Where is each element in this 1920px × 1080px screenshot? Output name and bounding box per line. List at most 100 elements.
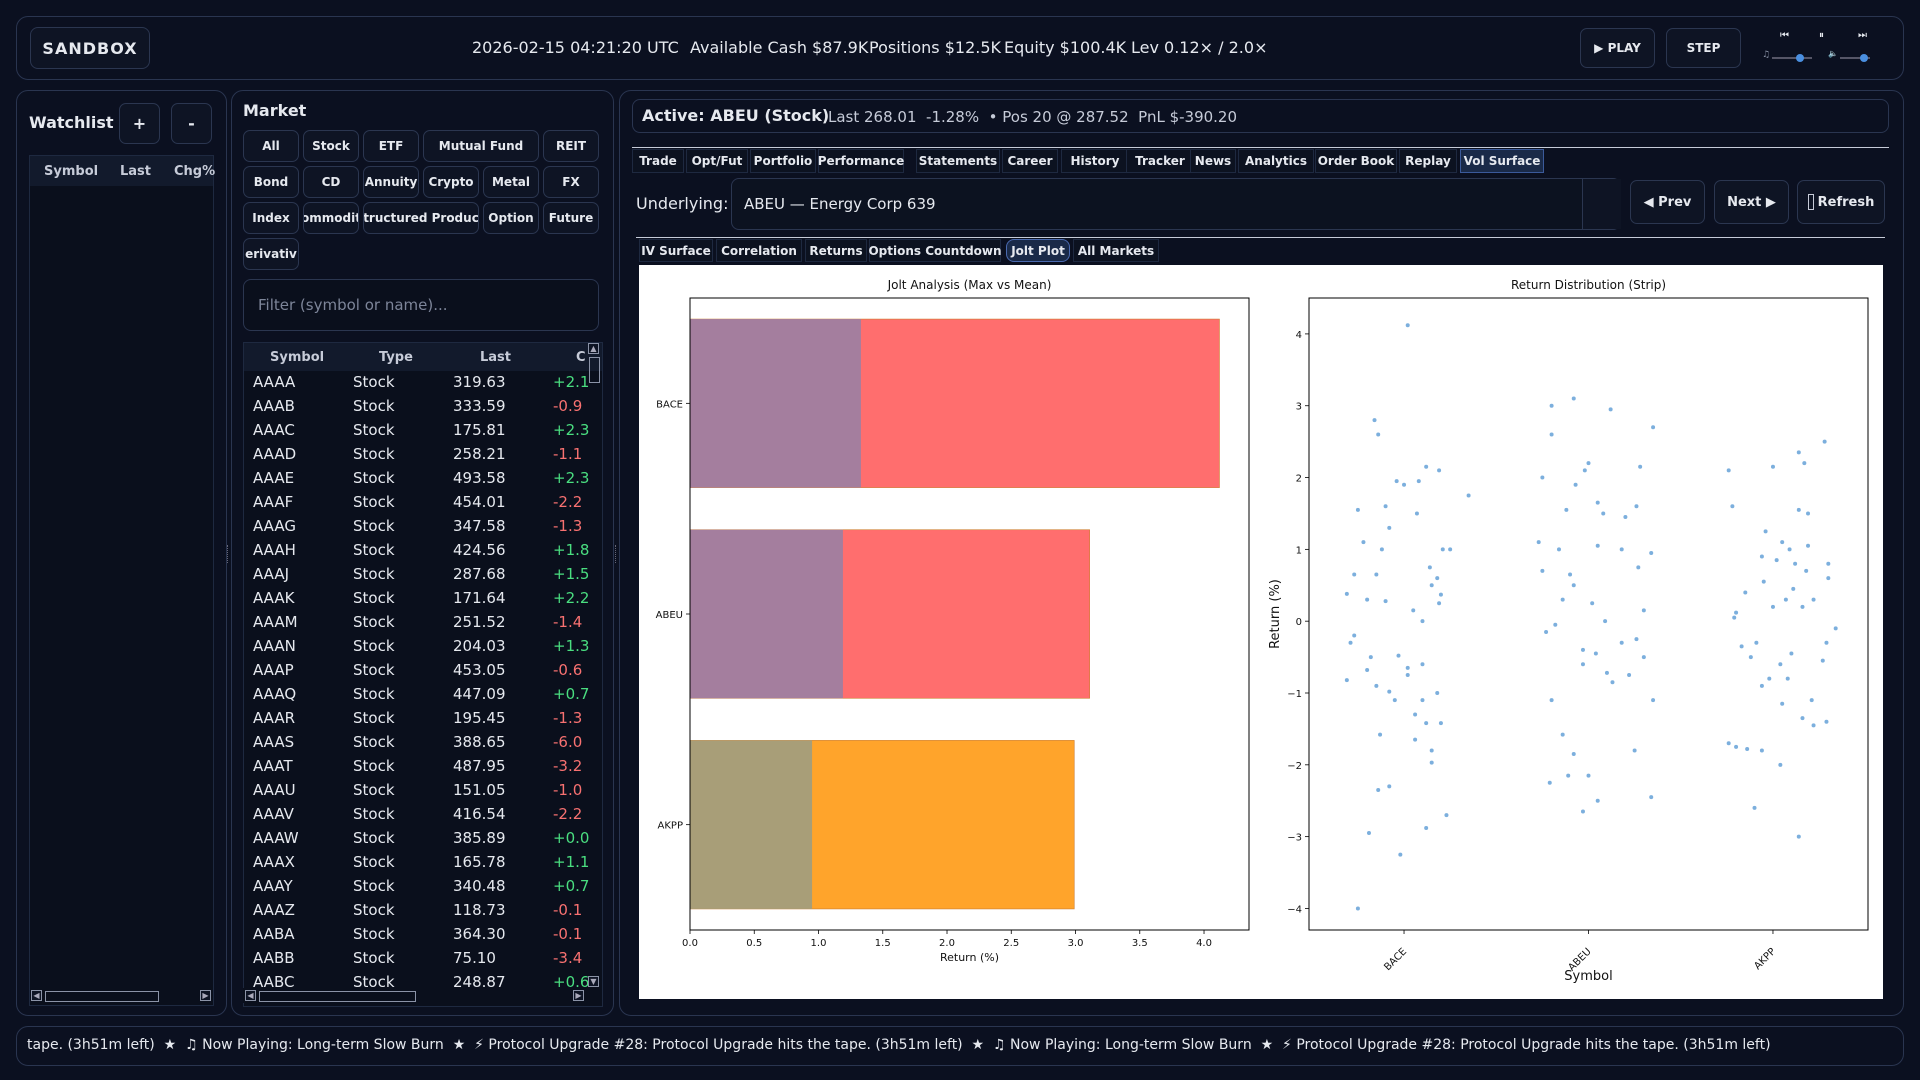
table-row[interactable]: AAAK Stock 171.64 +2.2 (253, 587, 613, 611)
next-track-icon[interactable]: ⏭ (1858, 30, 1867, 41)
scrollbar-thumb[interactable] (45, 991, 159, 1002)
volume-slider[interactable] (1840, 54, 1870, 62)
market-filter-etf[interactable]: ETF (363, 130, 419, 162)
table-row[interactable]: AAAU Stock 151.05 -1.0 (253, 779, 613, 803)
step-button[interactable]: STEP (1666, 28, 1741, 68)
tab-portfolio[interactable]: Portfolio (750, 149, 816, 173)
table-row[interactable]: AAAY Stock 340.48 +0.7 (253, 875, 613, 899)
scroll-down-arrow[interactable]: ▼ (588, 976, 599, 987)
prev-track-icon[interactable]: ⏮ (1780, 30, 1789, 41)
music-slider-knob[interactable] (1796, 54, 1804, 62)
table-row[interactable]: AAAE Stock 493.58 +2.3 (253, 467, 613, 491)
watchlist-col-symbol[interactable]: Symbol (44, 164, 99, 179)
subtab-correlation[interactable]: Correlation (716, 239, 802, 262)
market-col-symbol[interactable]: Symbol (270, 350, 325, 365)
market-vscrollbar[interactable]: ▲ ▼ (587, 343, 600, 989)
tab-trade[interactable]: Trade (632, 149, 684, 173)
market-col-chg[interactable]: C (576, 350, 586, 365)
play-button[interactable]: ▶ PLAY (1580, 28, 1655, 68)
scroll-right-arrow[interactable]: ▶ (200, 990, 211, 1001)
hscroll-thumb[interactable] (259, 991, 416, 1002)
pause-icon[interactable]: ⏸ (1819, 30, 1824, 41)
market-hscrollbar[interactable]: ◀ ▶ (243, 988, 587, 1003)
table-row[interactable]: AAAX Stock 165.78 +1.1 (253, 851, 613, 875)
tab-vol-surface[interactable]: Vol Surface (1460, 149, 1544, 173)
table-row[interactable]: AAAN Stock 204.03 +1.3 (253, 635, 613, 659)
strip-point-akpp (1759, 748, 1764, 753)
table-row[interactable]: AAAQ Stock 447.09 +0.7 (253, 683, 613, 707)
refresh-button[interactable]: Refresh (1797, 180, 1885, 224)
table-row[interactable]: AAAC Stock 175.81 +2.3 (253, 419, 613, 443)
table-row[interactable]: AAAA Stock 319.63 +2.1 (253, 371, 613, 395)
subtab-iv-surface[interactable]: IV Surface (639, 239, 713, 262)
market-filter-erivativ[interactable]: erivativ (243, 238, 299, 270)
table-row[interactable]: AAAG Stock 347.58 -1.3 (253, 515, 613, 539)
tab-performance[interactable]: Performance (818, 149, 904, 173)
market-filter-reit[interactable]: REIT (543, 130, 599, 162)
volume-slider-knob[interactable] (1860, 54, 1868, 62)
market-filter-tructured-produc[interactable]: tructured Produc (363, 202, 479, 234)
subtab-options-countdown[interactable]: Options Countdown (868, 239, 1002, 262)
market-filter-metal[interactable]: Metal (483, 166, 539, 198)
scroll-left-arrow[interactable]: ◀ (245, 990, 256, 1001)
scroll-left-arrow[interactable]: ◀ (31, 990, 42, 1001)
table-row[interactable]: AAAW Stock 385.89 +0.0 (253, 827, 613, 851)
tab-news[interactable]: News (1190, 149, 1236, 173)
table-row[interactable]: AAAV Stock 416.54 -2.2 (253, 803, 613, 827)
market-col-last[interactable]: Last (480, 350, 512, 365)
watchlist-col-chg[interactable]: Chg% (174, 164, 216, 179)
row-last: 204.03 (453, 637, 506, 655)
tab-analytics[interactable]: Analytics (1238, 149, 1314, 173)
market-filter-crypto[interactable]: Crypto (423, 166, 479, 198)
market-filter-input[interactable]: Filter (symbol or name)... (243, 279, 599, 331)
table-row[interactable]: AAAJ Stock 287.68 +1.5 (253, 563, 613, 587)
scroll-up-arrow[interactable]: ▲ (588, 343, 599, 354)
table-row[interactable]: AABC Stock 248.87 +0.6 (253, 971, 613, 990)
underlying-select[interactable]: ABEU — Energy Corp 639 (731, 178, 1621, 230)
watchlist-remove-button[interactable]: - (171, 103, 212, 144)
prev-button[interactable]: ◀ Prev (1630, 180, 1705, 224)
market-filter-ommodit[interactable]: ommodit (303, 202, 359, 234)
table-row[interactable]: AABB Stock 75.10 -3.4 (253, 947, 613, 971)
subtab-jolt-plot[interactable]: Jolt Plot (1006, 239, 1070, 262)
tab-history[interactable]: History (1061, 149, 1129, 173)
table-row[interactable]: AAAD Stock 258.21 -1.1 (253, 443, 613, 467)
market-filter-all[interactable]: All (243, 130, 299, 162)
music-slider[interactable] (1772, 54, 1812, 62)
market-filter-fx[interactable]: FX (543, 166, 599, 198)
table-row[interactable]: AAAH Stock 424.56 +1.8 (253, 539, 613, 563)
table-row[interactable]: AAAS Stock 388.65 -6.0 (253, 731, 613, 755)
watchlist-hscrollbar[interactable]: ◀ ▶ (30, 988, 213, 1003)
market-filter-cd[interactable]: CD (303, 166, 359, 198)
market-filter-annuity[interactable]: Annuity (363, 166, 419, 198)
dropdown-arrow-area[interactable] (1582, 179, 1621, 229)
tab-career[interactable]: Career (1002, 149, 1058, 173)
table-row[interactable]: AABA Stock 364.30 -0.1 (253, 923, 613, 947)
subtab-returns[interactable]: Returns (805, 239, 867, 262)
subtab-all-markets[interactable]: All Markets (1073, 239, 1159, 262)
scroll-right-arrow[interactable]: ▶ (573, 990, 584, 1001)
table-row[interactable]: AAAZ Stock 118.73 -0.1 (253, 899, 613, 923)
market-filter-mutual-fund[interactable]: Mutual Fund (423, 130, 539, 162)
market-filter-stock[interactable]: Stock (303, 130, 359, 162)
tab-statements[interactable]: Statements (916, 149, 1000, 173)
table-row[interactable]: AAAF Stock 454.01 -2.2 (253, 491, 613, 515)
market-col-type[interactable]: Type (379, 350, 413, 365)
market-filter-bond[interactable]: Bond (243, 166, 299, 198)
table-row[interactable]: AAAR Stock 195.45 -1.3 (253, 707, 613, 731)
next-button[interactable]: Next ▶ (1714, 180, 1789, 224)
tab-replay[interactable]: Replay (1399, 149, 1457, 173)
table-row[interactable]: AAAB Stock 333.59 -0.9 (253, 395, 613, 419)
table-row[interactable]: AAAT Stock 487.95 -3.2 (253, 755, 613, 779)
tab-opt-fut[interactable]: Opt/Fut (686, 149, 748, 173)
watchlist-col-last[interactable]: Last (120, 164, 152, 179)
market-filter-index[interactable]: Index (243, 202, 299, 234)
table-row[interactable]: AAAP Stock 453.05 -0.6 (253, 659, 613, 683)
tab-order-book[interactable]: Order Book (1315, 149, 1397, 173)
market-filter-option[interactable]: Option (483, 202, 539, 234)
market-filter-future[interactable]: Future (543, 202, 599, 234)
watchlist-add-button[interactable]: + (119, 103, 160, 144)
tab-tracker[interactable]: Tracker (1126, 149, 1194, 173)
vscroll-thumb[interactable] (589, 357, 600, 383)
table-row[interactable]: AAAM Stock 251.52 -1.4 (253, 611, 613, 635)
